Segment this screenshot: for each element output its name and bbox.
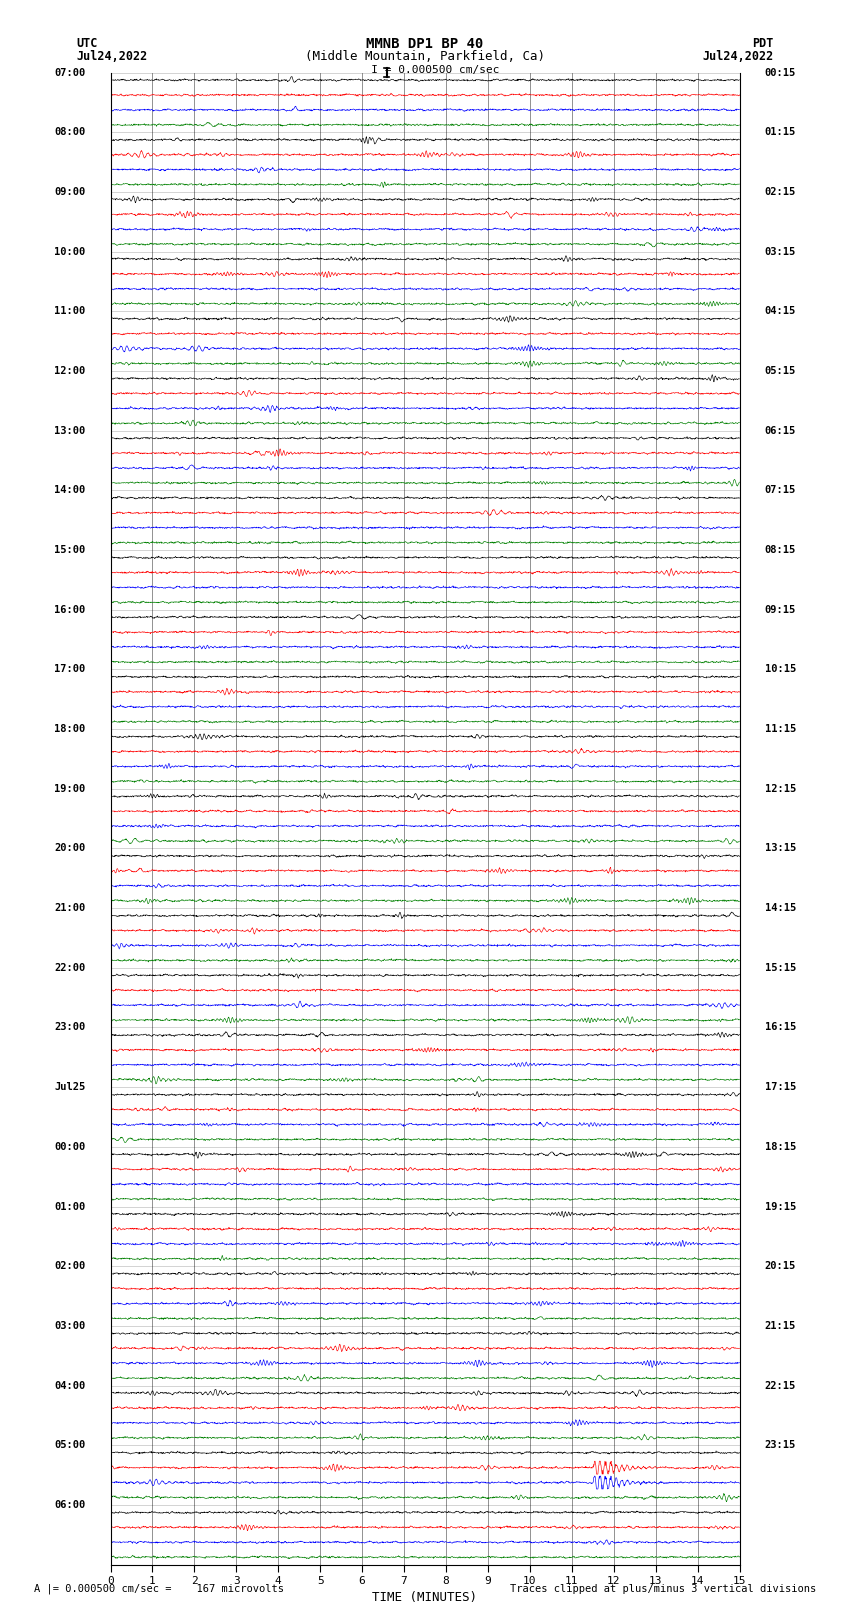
Text: 02:00: 02:00	[54, 1261, 85, 1271]
X-axis label: TIME (MINUTES): TIME (MINUTES)	[372, 1590, 478, 1603]
Text: 06:15: 06:15	[765, 426, 796, 436]
Text: 23:15: 23:15	[765, 1440, 796, 1450]
Text: 00:15: 00:15	[765, 68, 796, 77]
Text: 20:00: 20:00	[54, 844, 85, 853]
Text: A |= 0.000500 cm/sec =    167 microvolts: A |= 0.000500 cm/sec = 167 microvolts	[34, 1582, 284, 1594]
Text: 03:15: 03:15	[765, 247, 796, 256]
Text: 13:00: 13:00	[54, 426, 85, 436]
Text: 18:15: 18:15	[765, 1142, 796, 1152]
Text: 04:15: 04:15	[765, 306, 796, 316]
Text: 01:15: 01:15	[765, 127, 796, 137]
Text: 05:15: 05:15	[765, 366, 796, 376]
Text: 03:00: 03:00	[54, 1321, 85, 1331]
Text: 14:15: 14:15	[765, 903, 796, 913]
Text: 05:00: 05:00	[54, 1440, 85, 1450]
Text: PDT: PDT	[752, 37, 774, 50]
Text: (Middle Mountain, Parkfield, Ca): (Middle Mountain, Parkfield, Ca)	[305, 50, 545, 63]
Text: 07:15: 07:15	[765, 486, 796, 495]
Text: 22:15: 22:15	[765, 1381, 796, 1390]
Text: Jul25: Jul25	[54, 1082, 85, 1092]
Text: Jul24,2022: Jul24,2022	[702, 50, 774, 63]
Text: 13:15: 13:15	[765, 844, 796, 853]
Text: 16:15: 16:15	[765, 1023, 796, 1032]
Text: 15:00: 15:00	[54, 545, 85, 555]
Text: 11:15: 11:15	[765, 724, 796, 734]
Text: UTC: UTC	[76, 37, 98, 50]
Text: 09:00: 09:00	[54, 187, 85, 197]
Text: 11:00: 11:00	[54, 306, 85, 316]
Text: 17:00: 17:00	[54, 665, 85, 674]
Text: 21:15: 21:15	[765, 1321, 796, 1331]
Text: 04:00: 04:00	[54, 1381, 85, 1390]
Text: 00:00: 00:00	[54, 1142, 85, 1152]
Text: 23:00: 23:00	[54, 1023, 85, 1032]
Text: 10:00: 10:00	[54, 247, 85, 256]
Text: 17:15: 17:15	[765, 1082, 796, 1092]
Text: 22:00: 22:00	[54, 963, 85, 973]
Text: 12:15: 12:15	[765, 784, 796, 794]
Text: 20:15: 20:15	[765, 1261, 796, 1271]
Text: 07:00: 07:00	[54, 68, 85, 77]
Text: 10:15: 10:15	[765, 665, 796, 674]
Text: 06:00: 06:00	[54, 1500, 85, 1510]
Text: MMNB DP1 BP 40: MMNB DP1 BP 40	[366, 37, 484, 52]
Text: 02:15: 02:15	[765, 187, 796, 197]
Text: 21:00: 21:00	[54, 903, 85, 913]
Text: 16:00: 16:00	[54, 605, 85, 615]
Text: 18:00: 18:00	[54, 724, 85, 734]
Text: 01:00: 01:00	[54, 1202, 85, 1211]
Text: 14:00: 14:00	[54, 486, 85, 495]
Text: 15:15: 15:15	[765, 963, 796, 973]
Text: 12:00: 12:00	[54, 366, 85, 376]
Text: I = 0.000500 cm/sec: I = 0.000500 cm/sec	[351, 65, 499, 74]
Text: Traces clipped at plus/minus 3 vertical divisions: Traces clipped at plus/minus 3 vertical …	[510, 1584, 816, 1594]
Text: 08:15: 08:15	[765, 545, 796, 555]
Text: Jul24,2022: Jul24,2022	[76, 50, 148, 63]
Text: 09:15: 09:15	[765, 605, 796, 615]
Text: 19:15: 19:15	[765, 1202, 796, 1211]
Text: 19:00: 19:00	[54, 784, 85, 794]
Text: 08:00: 08:00	[54, 127, 85, 137]
